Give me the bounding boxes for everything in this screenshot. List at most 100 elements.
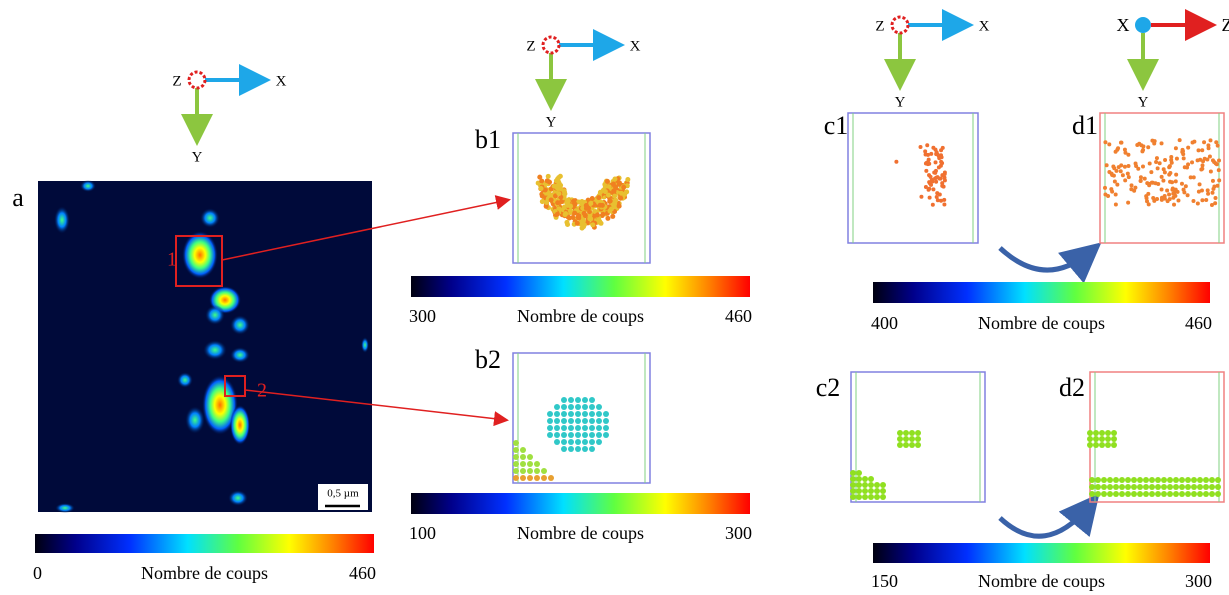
dot [880, 488, 886, 494]
hotspots [54, 180, 369, 513]
dot [527, 468, 533, 474]
dot [1093, 436, 1099, 442]
dot [1180, 147, 1185, 152]
dot [1195, 201, 1200, 206]
dot [582, 404, 588, 410]
dot [1155, 166, 1160, 171]
dot [1169, 155, 1174, 160]
dot [1186, 162, 1191, 167]
dot [541, 475, 547, 481]
dot [1159, 174, 1164, 179]
dot [538, 186, 544, 192]
dot [572, 210, 578, 216]
dot [1112, 179, 1117, 184]
dot [1169, 158, 1174, 163]
scale-bar-label: 0,5 µm [327, 488, 359, 500]
dot [589, 404, 595, 410]
dot [556, 191, 562, 197]
colorbar-max: 300 [725, 523, 752, 543]
dot [1192, 139, 1197, 144]
dot [589, 432, 595, 438]
dot [1215, 484, 1221, 490]
dot [568, 404, 574, 410]
dot [589, 411, 595, 417]
dot [561, 439, 567, 445]
dot [527, 475, 533, 481]
dot [1146, 202, 1151, 207]
dot [927, 186, 932, 191]
rotation-arrow [998, 493, 1100, 539]
dot [923, 152, 928, 157]
dot [603, 425, 609, 431]
dot [611, 188, 617, 194]
dot [1123, 178, 1128, 183]
dot [924, 168, 929, 173]
dot [513, 468, 519, 474]
dot [554, 425, 560, 431]
panel-label: c2 [816, 373, 841, 402]
dot [1200, 148, 1205, 153]
dot [1093, 442, 1099, 448]
dot [582, 418, 588, 424]
dot [572, 201, 578, 207]
dot [605, 215, 611, 221]
dot [934, 179, 939, 184]
colorbar-max: 300 [1185, 571, 1212, 591]
dot [1167, 164, 1172, 169]
dot [554, 432, 560, 438]
dot [1147, 161, 1152, 166]
dot [874, 488, 880, 494]
dot [925, 143, 930, 148]
dot [1137, 491, 1143, 497]
dot [909, 442, 915, 448]
dot [1197, 477, 1203, 483]
dot [940, 145, 945, 150]
dot [1129, 187, 1134, 192]
dot [568, 411, 574, 417]
axis-label: X [1117, 15, 1130, 35]
dot [1113, 202, 1118, 207]
dot [1125, 484, 1131, 490]
dot [897, 436, 903, 442]
dot [605, 192, 611, 198]
dot [1154, 160, 1159, 165]
dot [603, 411, 609, 417]
dot [1154, 156, 1159, 161]
colorbar-label: Nombre de coups [141, 563, 268, 583]
dot [1131, 491, 1137, 497]
axis-label: Z [172, 73, 181, 89]
dot [1203, 491, 1209, 497]
axis-label: Y [895, 94, 906, 110]
region-label: 2 [257, 380, 267, 402]
dot [1119, 477, 1125, 483]
dot [894, 159, 899, 164]
dot [1149, 484, 1155, 490]
dot [924, 160, 929, 165]
dot [874, 494, 880, 500]
connector [221, 195, 511, 261]
dot [1168, 171, 1173, 176]
dot [513, 454, 519, 460]
dot [850, 494, 856, 500]
colorbar-min: 100 [409, 523, 436, 543]
dot [618, 195, 624, 201]
dot [1181, 156, 1186, 161]
dot [582, 439, 588, 445]
dot [596, 404, 602, 410]
dot [547, 191, 553, 197]
dot [1142, 176, 1147, 181]
dot [1208, 169, 1213, 174]
dot [1212, 159, 1217, 164]
dot [1099, 436, 1105, 442]
panel-label: a [12, 183, 24, 212]
dot [929, 151, 934, 156]
dot [1191, 491, 1197, 497]
dot [1145, 199, 1150, 204]
dot [1159, 141, 1164, 146]
dot [1179, 491, 1185, 497]
dot [1185, 477, 1191, 483]
dot [575, 439, 581, 445]
dot [1200, 163, 1205, 168]
dot [1173, 484, 1179, 490]
dot [1137, 484, 1143, 490]
